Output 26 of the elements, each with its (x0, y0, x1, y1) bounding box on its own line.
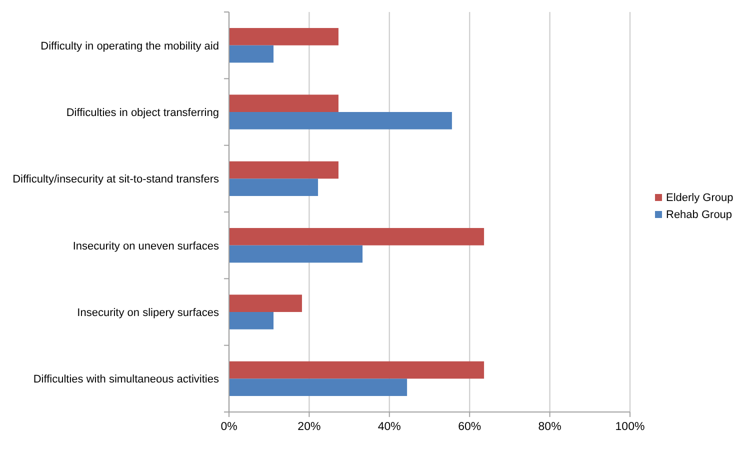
bar (229, 161, 338, 179)
bar (229, 94, 338, 112)
bar (229, 112, 452, 130)
bar (229, 245, 363, 263)
bar (229, 361, 484, 379)
y-tick-label: Insecurity on uneven surfaces (72, 240, 220, 252)
x-tick-label: 100% (615, 421, 645, 433)
x-tick-label: 60% (458, 421, 482, 433)
y-tick-label: Difficulties with simultaneous activities (33, 374, 220, 386)
x-tick-label: 40% (378, 421, 401, 433)
x-tick-label: 0% (220, 421, 238, 433)
bar (229, 378, 408, 396)
bar (229, 294, 302, 312)
bar (229, 312, 274, 330)
y-tick-label: Difficulty in operating the mobility aid (40, 40, 219, 52)
bar (229, 228, 484, 246)
legend-label: Elderly Group (666, 192, 734, 204)
bar (229, 45, 274, 63)
x-tick-label: 80% (538, 421, 562, 433)
y-tick-label: Difficulty/insecurity at sit-to-stand transfers (12, 174, 220, 186)
y-tick-label: Difficulties in object transferring (66, 107, 219, 119)
legend-label: Rehab Group (666, 209, 732, 221)
y-tick-label: Insecurity on slipery surfaces (77, 307, 220, 319)
bar (229, 178, 318, 196)
x-tick-label: 20% (298, 421, 321, 433)
bar (229, 28, 338, 46)
